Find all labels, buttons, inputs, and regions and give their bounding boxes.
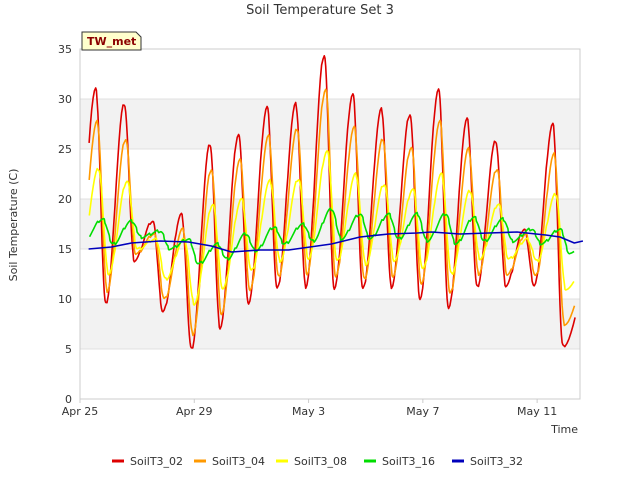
band-5-10 [80,299,580,349]
y-tick-15: 15 [58,243,72,256]
x-tick-may-3: May 3 [292,405,325,418]
band-30-35 [80,49,580,99]
legend-item-soilt3-04: SoilT3_04 [194,455,265,468]
series-line-soilt3-32 [88,231,584,253]
legend-label: SoilT3_32 [470,455,523,468]
y-tick-10: 10 [58,293,72,306]
x-tick-apr-25: Apr 25 [62,405,99,418]
y-tick-35: 35 [58,43,72,56]
legend-item-soilt3-32: SoilT3_32 [452,455,523,468]
y-tick-30: 30 [58,93,72,106]
legend-item-soilt3-16: SoilT3_16 [364,455,435,468]
station-badge-box [81,31,142,51]
band-0-5 [80,349,580,399]
series-layer [88,55,584,349]
legend: SoilT3_02 SoilT3_04 SoilT3_08 SoilT3_16 Soil… [112,455,523,468]
legend-item-soilt3-02: SoilT3_02 [112,455,183,468]
legend-item-soilt3-08: SoilT3_08 [276,455,347,468]
series-line-soilt3-08 [88,150,575,306]
legend-label: SoilT3_16 [382,455,435,468]
y-tick-20: 20 [58,193,72,206]
series-line-soilt3-16 [88,207,575,265]
x-tick-may-11: May 11 [517,405,557,418]
band-25-30 [80,99,580,149]
station-badge: TW_met [81,31,142,51]
y-tick-0: 0 [65,393,72,406]
y-axis-ticks: 0 5 10 15 20 25 30 35 [58,43,72,406]
x-tick-may-7: May 7 [406,405,439,418]
x-tick-apr-29: Apr 29 [176,405,213,418]
y-tick-5: 5 [65,343,72,356]
legend-label: SoilT3_02 [130,455,183,468]
y-tick-25: 25 [58,143,72,156]
legend-label: SoilT3_04 [212,455,265,468]
legend-label: SoilT3_08 [294,455,347,468]
plot-frame [79,48,581,400]
x-axis-ticks: Apr 25 Apr 29 May 3 May 7 May 11 [62,399,557,418]
station-badge-text: TW_met [87,35,136,48]
y-axis-label: Soil Temperature (C) [7,169,20,282]
x-axis-label: Time [550,423,578,436]
chart-title: Soil Temperature Set 3 [246,3,394,18]
